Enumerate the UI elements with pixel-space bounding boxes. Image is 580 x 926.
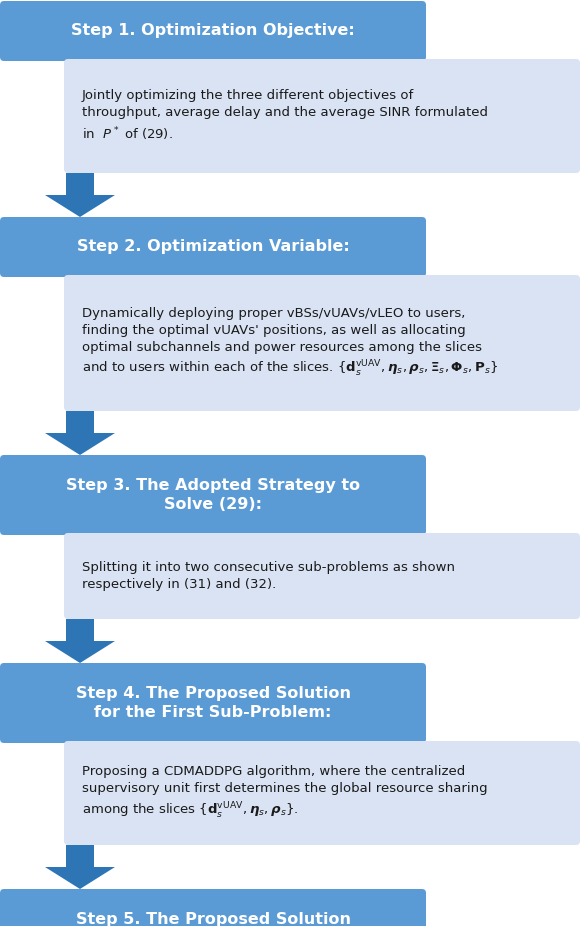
Bar — [66, 173, 94, 195]
Text: Step 1. Optimization Objective:: Step 1. Optimization Objective: — [71, 23, 355, 39]
Bar — [66, 619, 94, 641]
Text: Dynamically deploying proper vBSs/vUAVs/vLEO to users,
finding the optimal vUAVs: Dynamically deploying proper vBSs/vUAVs/… — [82, 307, 498, 380]
FancyBboxPatch shape — [0, 1, 426, 61]
FancyBboxPatch shape — [0, 217, 426, 277]
Text: Step 4. The Proposed Solution
for the First Sub-Problem:: Step 4. The Proposed Solution for the Fi… — [75, 686, 350, 720]
FancyBboxPatch shape — [0, 455, 426, 535]
Bar — [66, 411, 94, 433]
Polygon shape — [45, 641, 115, 663]
Text: Step 3. The Adopted Strategy to
Solve (29):: Step 3. The Adopted Strategy to Solve (2… — [66, 478, 360, 512]
FancyBboxPatch shape — [0, 889, 426, 926]
FancyBboxPatch shape — [64, 533, 580, 619]
Text: Jointly optimizing the three different objectives of
throughput, average delay a: Jointly optimizing the three different o… — [82, 90, 488, 143]
FancyBboxPatch shape — [64, 59, 580, 173]
FancyBboxPatch shape — [0, 663, 426, 743]
FancyBboxPatch shape — [64, 275, 580, 411]
Text: Proposing a CDMADDPG algorithm, where the centralized
supervisory unit first det: Proposing a CDMADDPG algorithm, where th… — [82, 765, 488, 820]
Text: Step 5. The Proposed Solution
for the Second Sub-Problem:: Step 5. The Proposed Solution for the Se… — [75, 912, 350, 926]
Bar — [66, 845, 94, 867]
Text: Step 2. Optimization Variable:: Step 2. Optimization Variable: — [77, 240, 349, 255]
Polygon shape — [45, 195, 115, 217]
FancyBboxPatch shape — [64, 741, 580, 845]
Polygon shape — [45, 867, 115, 889]
Polygon shape — [45, 433, 115, 455]
Text: Splitting it into two consecutive sub-problems as shown
respectively in (31) and: Splitting it into two consecutive sub-pr… — [82, 561, 455, 591]
